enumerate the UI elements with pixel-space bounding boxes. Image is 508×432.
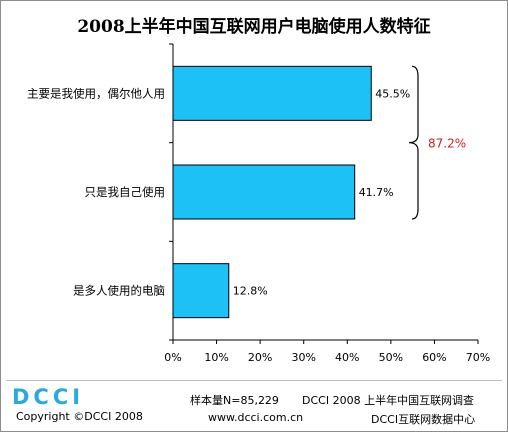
- bar: [172, 263, 230, 319]
- x-tick-label: 10%: [204, 351, 228, 364]
- data-label: 12.8%: [233, 285, 268, 298]
- annotation-label: 87.2%: [428, 137, 466, 151]
- annotation-brace: [408, 65, 419, 220]
- data-label: 45.5%: [375, 87, 410, 100]
- footer-divider: [6, 380, 502, 381]
- dcci-logo: DCCI: [12, 386, 84, 408]
- data-label: 41.7%: [359, 186, 394, 199]
- x-tick-label: 60%: [422, 351, 446, 364]
- x-tick-label: 50%: [379, 351, 403, 364]
- survey-source-text: DCCI 2008 上半年中国互联网调查: [302, 394, 475, 407]
- category-label: 只是我自己使用: [85, 185, 166, 199]
- chart-title: 2008上半年中国互联网用户电脑使用人数特征: [77, 17, 431, 37]
- copyright-text: Copyright ©DCCI 2008: [16, 410, 143, 423]
- logo-text: DCCI: [12, 386, 84, 408]
- data-center-text: DCCI互联网数据中心: [371, 413, 476, 426]
- x-tick-label: 30%: [291, 351, 315, 364]
- bar: [172, 164, 356, 220]
- x-tick-label: 20%: [248, 351, 272, 364]
- sample-size-text: 样本量N=85,229: [190, 394, 279, 407]
- category-label: 是多人使用的电脑: [73, 284, 165, 298]
- x-tick-label: 70%: [466, 351, 490, 364]
- x-tick-label: 40%: [335, 351, 359, 364]
- website-text: www.dcci.com.cn: [208, 411, 304, 424]
- x-tick-label: 0%: [164, 351, 181, 364]
- category-label: 主要是我使用，偶尔他人用: [27, 86, 165, 100]
- bar: [172, 65, 372, 121]
